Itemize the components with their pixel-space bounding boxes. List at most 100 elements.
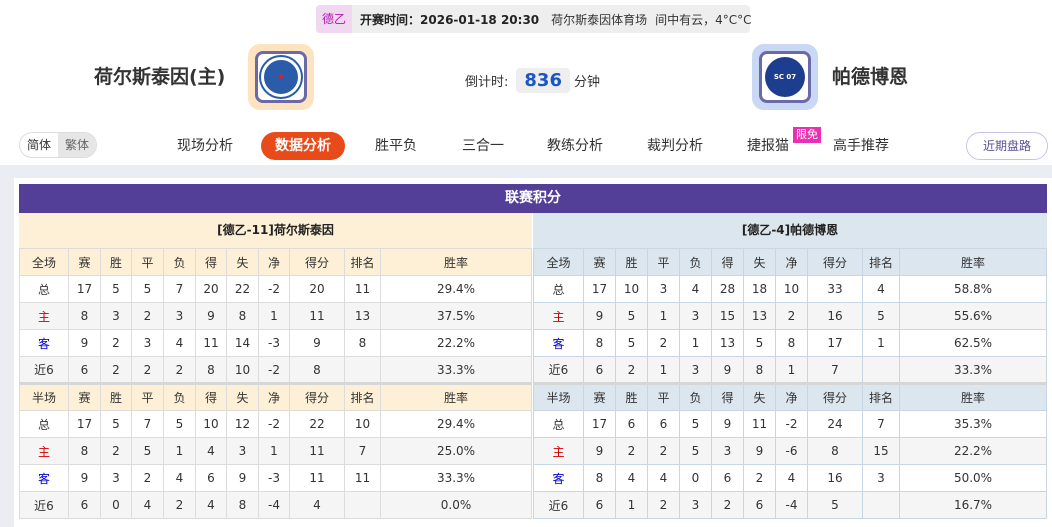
table-row: 近6 6 1 2 3 2 6 -4 5 16.7% xyxy=(533,491,1047,519)
table-cell: 2 xyxy=(163,491,196,519)
table-cell: 6 xyxy=(583,356,616,384)
column-header: 全场 xyxy=(533,248,584,276)
column-header: 胜率 xyxy=(380,382,532,411)
lang-traditional[interactable]: 繁体 xyxy=(58,133,97,157)
column-header: 半场 xyxy=(19,382,69,411)
table-row: 近6 6 0 4 2 4 8 -4 4 0.0% xyxy=(19,491,532,519)
tab-data-analysis[interactable]: 数据分析 xyxy=(261,132,345,160)
free-badge: 限免 xyxy=(793,127,821,143)
table-cell: 8 xyxy=(344,329,381,357)
column-header: 胜率 xyxy=(899,248,1047,276)
table-cell: 2 xyxy=(100,356,132,384)
column-header: 失 xyxy=(226,248,259,276)
table-cell: 6 xyxy=(615,410,648,438)
table-cell: 15 xyxy=(711,302,744,330)
table-cell: 28 xyxy=(711,275,744,303)
away-standings-table: 全场赛胜平负得失净得分 排名 胜率总 17 10 3 4 28 18 10 33 4 58.8% 主 9 5 1… xyxy=(533,248,1047,519)
table-cell: 1 xyxy=(862,329,900,357)
table-cell: 8 xyxy=(226,302,259,330)
table-cell: -2 xyxy=(258,275,290,303)
table-cell: 8 xyxy=(583,329,616,357)
table-cell: 3 xyxy=(679,491,712,519)
column-header: 全场 xyxy=(19,248,69,276)
table-cell: 10 xyxy=(775,275,808,303)
league-badge[interactable]: 德乙 xyxy=(316,5,353,33)
table-cell: 0.0% xyxy=(380,491,532,519)
table-cell: 3 xyxy=(163,302,196,330)
table-cell: 5 xyxy=(807,491,863,519)
tab-three-in-one[interactable]: 三合一 xyxy=(462,138,504,154)
table-cell: 5 xyxy=(163,410,196,438)
row-label: 主 xyxy=(533,302,584,330)
table-cell: -4 xyxy=(775,491,808,519)
table-cell: 33 xyxy=(807,275,863,303)
table-cell: 9 xyxy=(226,464,259,492)
table-cell: 17 xyxy=(583,410,616,438)
table-cell: 4 xyxy=(862,275,900,303)
column-header: 排名 xyxy=(344,382,381,411)
table-row: 主 8 3 2 3 9 8 1 11 13 37.5% xyxy=(19,302,532,330)
table-cell xyxy=(862,491,900,519)
table-cell: 2 xyxy=(647,437,680,465)
table-cell: 9 xyxy=(583,437,616,465)
table-cell: 1 xyxy=(647,302,680,330)
away-team-logo[interactable]: SC 07 xyxy=(752,44,818,110)
table-cell: 5 xyxy=(100,410,132,438)
table-cell: 1 xyxy=(775,356,808,384)
table-cell: 7 xyxy=(807,356,863,384)
tab-jiebaomao[interactable]: 捷报猫 xyxy=(747,138,789,154)
tab-coach-analysis[interactable]: 教练分析 xyxy=(547,138,603,154)
table-cell: 4 xyxy=(163,329,196,357)
home-team-logo[interactable]: ✚ xyxy=(248,44,314,110)
table-cell: 2 xyxy=(163,356,196,384)
table-cell: 13 xyxy=(711,329,744,357)
table-row: 主 9 2 2 5 3 9 -6 8 15 22.2% xyxy=(533,437,1047,465)
tab-live-analysis[interactable]: 现场分析 xyxy=(177,138,233,154)
table-row: 主 8 2 5 1 4 3 1 11 7 25.0% xyxy=(19,437,532,465)
full-time-header-row: 全场赛胜平负得失净得分 排名 胜率 xyxy=(533,248,1047,276)
tab-expert-picks[interactable]: 高手推荐 xyxy=(833,138,889,154)
table-cell: -2 xyxy=(775,410,808,438)
column-header: 平 xyxy=(131,382,164,411)
tab-win-draw-loss[interactable]: 胜平负 xyxy=(375,138,417,154)
nav-bar: 简体 繁体 现场分析 数据分析 胜平负 三合一 教练分析 裁判分析 捷报猫 限免… xyxy=(0,127,1052,164)
away-team-name[interactable]: 帕德博恩 xyxy=(832,66,909,88)
table-cell: 11 xyxy=(289,437,345,465)
table-cell: 4 xyxy=(289,491,345,519)
table-cell: 7 xyxy=(344,437,381,465)
column-header: 半场 xyxy=(533,382,584,411)
table-row: 客 8 5 2 1 13 5 8 17 1 62.5% xyxy=(533,329,1047,357)
column-header: 负 xyxy=(163,248,196,276)
table-cell xyxy=(862,356,900,384)
column-header: 失 xyxy=(743,382,776,411)
table-cell: 4 xyxy=(775,464,808,492)
table-cell: 11 xyxy=(743,410,776,438)
table-cell: 11 xyxy=(289,464,345,492)
column-header: 净 xyxy=(258,248,290,276)
table-cell: 3 xyxy=(862,464,900,492)
lang-simplified[interactable]: 简体 xyxy=(27,138,52,152)
column-header: 失 xyxy=(226,382,259,411)
recent-odds-button[interactable]: 近期盘路 xyxy=(966,132,1048,160)
table-cell: 5 xyxy=(862,302,900,330)
table-cell: 3 xyxy=(679,356,712,384)
column-header: 净 xyxy=(775,382,808,411)
table-cell: 33.3% xyxy=(380,356,532,384)
table-cell: 22 xyxy=(289,410,345,438)
table-cell: 3 xyxy=(100,302,132,330)
column-header: 负 xyxy=(679,382,712,411)
table-cell: 3 xyxy=(100,464,132,492)
table-row: 总 17 10 3 4 28 18 10 33 4 58.8% xyxy=(533,275,1047,303)
table-cell: 58.8% xyxy=(899,275,1047,303)
home-team-name[interactable]: 荷尔斯泰因(主) xyxy=(94,66,226,88)
table-cell: 25.0% xyxy=(380,437,532,465)
column-header: 赛 xyxy=(68,382,101,411)
away-standings-title: [德乙-4]帕德博恩 xyxy=(533,213,1047,248)
table-cell: 8 xyxy=(226,491,259,519)
table-cell: 6 xyxy=(743,491,776,519)
table-cell: 16 xyxy=(807,302,863,330)
language-toggle[interactable]: 简体 繁体 xyxy=(19,132,98,158)
tab-referee-analysis[interactable]: 裁判分析 xyxy=(647,138,703,154)
column-header: 赛 xyxy=(68,248,101,276)
table-cell: 17 xyxy=(68,275,101,303)
